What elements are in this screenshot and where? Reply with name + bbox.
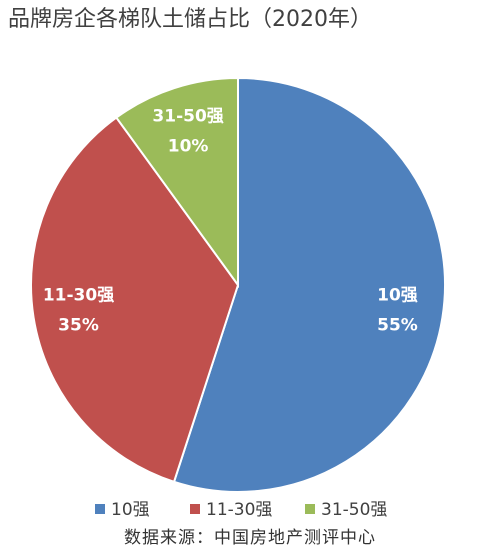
pie-slice [114,76,239,289]
slice-category-label: 11-30强 [43,285,114,305]
legend-label: 10强 [111,500,150,520]
slice-value-label: 10% [168,136,209,156]
legend-marker [190,504,200,514]
slice-category-label: 31-50强 [152,106,223,126]
pie-slice [30,116,240,484]
slice-value-label: 35% [58,315,99,335]
slice-category-label: 10强 [377,285,418,305]
pie-slice [172,76,446,493]
legend-marker [305,504,315,514]
source-note: 数据来源：中国房地产测评中心 [124,528,376,548]
legend-marker [95,504,105,514]
legend-label: 31-50强 [321,500,387,520]
legend-label: 11-30强 [206,500,272,520]
slice-value-label: 55% [377,315,418,335]
chart-title: 品牌房企各梯队土储占比（2020年） [8,7,372,32]
